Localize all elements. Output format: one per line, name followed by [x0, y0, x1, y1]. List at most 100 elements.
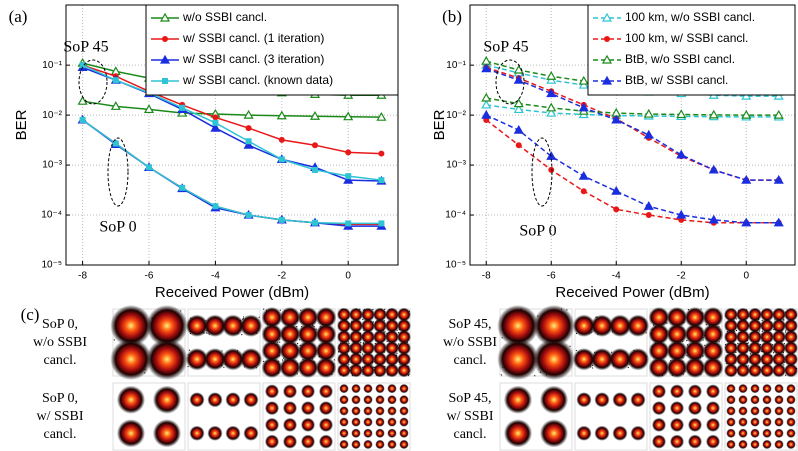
symbol-cluster: [363, 406, 372, 415]
symbol-cluster: [319, 435, 333, 449]
symbol-cluster: [688, 418, 702, 432]
row-label: SoP 0,: [42, 317, 78, 332]
symbol-cluster: [784, 363, 798, 377]
marker: [312, 167, 318, 173]
symbol-cluster: [594, 392, 609, 407]
marker: [113, 77, 119, 83]
symbol-cluster: [243, 426, 258, 441]
symbol-cluster: [612, 392, 627, 407]
symbol-cluster: [373, 363, 387, 377]
symbol-cluster: [738, 384, 747, 393]
symbol-cluster: [652, 435, 666, 449]
symbol-cluster: [652, 418, 666, 432]
symbol-cluster: [363, 440, 372, 449]
symbol-cluster: [627, 348, 649, 370]
symbol-cluster: [706, 418, 720, 432]
symbol-cluster: [117, 419, 145, 447]
marker: [246, 212, 252, 218]
symbol-cluster: [240, 315, 262, 337]
symbol-cluster: [387, 417, 396, 426]
y-tick-label: 10⁻¹: [42, 60, 62, 71]
x-tick-label: -2: [277, 271, 286, 282]
x-tick-label: 0: [743, 271, 749, 282]
symbol-cluster: [774, 417, 783, 426]
symbol-cluster: [283, 384, 297, 398]
row-label: cancl.: [453, 427, 486, 442]
symbol-cluster: [110, 338, 152, 380]
symbol-cluster: [339, 429, 348, 438]
symbol-cluster: [688, 435, 702, 449]
row-label: SoP 45,: [448, 391, 491, 406]
y-axis-label: BER: [431, 109, 448, 140]
symbol-cluster: [706, 435, 720, 449]
symbol-cluster: [319, 401, 333, 415]
row-label: cancl.: [43, 353, 76, 368]
symbol-cluster: [189, 426, 204, 441]
x-tick-label: -4: [612, 271, 621, 282]
symbol-cluster: [504, 386, 532, 414]
symbol-cluster: [337, 363, 351, 377]
y-tick-label: 10⁻⁵: [445, 260, 466, 271]
marker: [378, 220, 384, 226]
symbol-cluster: [540, 419, 568, 447]
marker: [613, 206, 619, 212]
legend-label: w/ SSBI cancl. (known data): [182, 73, 333, 87]
symbol-cluster: [786, 406, 795, 415]
symbol-cluster: [594, 426, 609, 441]
symbol-cluster: [361, 363, 375, 377]
symbol-cluster: [685, 357, 706, 378]
symbol-cluster: [726, 417, 735, 426]
symbol-cluster: [762, 440, 771, 449]
symbol-cluster: [298, 357, 319, 378]
symbol-cluster: [726, 395, 735, 404]
row-label: SoP 45,: [448, 317, 491, 332]
x-tick-label: -6: [145, 271, 154, 282]
symbol-cluster: [146, 338, 188, 380]
marker: [345, 173, 351, 179]
symbol-cluster: [748, 363, 762, 377]
symbol-cluster: [207, 426, 222, 441]
symbol-cluster: [774, 440, 783, 449]
symbol-cluster: [786, 417, 795, 426]
legend-label: w/ SSBI cancl. (3 iteration): [182, 52, 324, 66]
symbol-cluster: [283, 418, 297, 432]
legend-label: w/ SSBI cancl. (1 iteration): [182, 31, 324, 45]
symbol-cluster: [774, 429, 783, 438]
row-label: SoP 0,: [42, 391, 78, 406]
symbol-cluster: [750, 440, 759, 449]
symbol-cluster: [262, 357, 283, 378]
symbol-cluster: [351, 440, 360, 449]
symbol-cluster: [319, 384, 333, 398]
symbol-cluster: [649, 357, 670, 378]
symbol-cluster: [786, 429, 795, 438]
annotation: SoP 0: [99, 219, 136, 236]
symbol-cluster: [736, 363, 750, 377]
symbol-cluster: [497, 338, 539, 380]
symbol-cluster: [225, 392, 240, 407]
marker: [345, 149, 351, 155]
symbol-cluster: [726, 429, 735, 438]
symbol-cluster: [670, 418, 684, 432]
annotation: SoP 0: [519, 223, 556, 240]
symbol-cluster: [319, 418, 333, 432]
x-tick-label: -4: [211, 271, 220, 282]
symbol-cluster: [762, 384, 771, 393]
marker: [516, 142, 522, 148]
symbol-cluster: [774, 395, 783, 404]
symbol-cluster: [726, 440, 735, 449]
marker: [246, 138, 252, 144]
symbol-cluster: [706, 401, 720, 415]
symbol-cluster: [351, 417, 360, 426]
marker: [212, 120, 218, 126]
symbol-cluster: [387, 395, 396, 404]
legend-label: 100 km, w/ SSBI cancl.: [625, 31, 748, 45]
symbol-cluster: [363, 384, 372, 393]
noise-dot: [241, 334, 242, 335]
symbol-cluster: [117, 386, 145, 414]
row-label: cancl.: [43, 427, 76, 442]
symbol-cluster: [786, 384, 795, 393]
legend-marker: [162, 78, 168, 84]
panel-label: (c): [21, 305, 40, 324]
symbol-cluster: [189, 392, 204, 407]
symbol-cluster: [363, 395, 372, 404]
